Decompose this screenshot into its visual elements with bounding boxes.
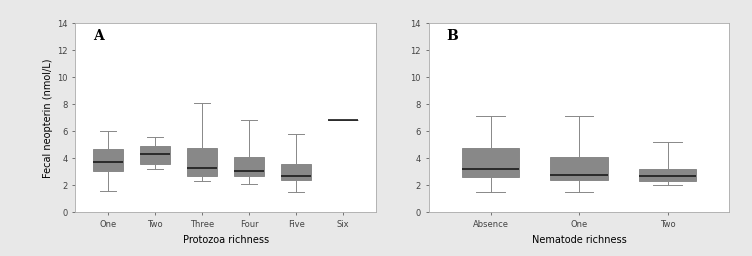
Text: A: A xyxy=(93,29,104,43)
PathPatch shape xyxy=(140,146,171,164)
X-axis label: Nematode richness: Nematode richness xyxy=(532,235,626,245)
Text: B: B xyxy=(447,29,459,43)
PathPatch shape xyxy=(280,164,311,180)
PathPatch shape xyxy=(186,147,217,176)
PathPatch shape xyxy=(550,157,608,180)
PathPatch shape xyxy=(92,149,123,170)
PathPatch shape xyxy=(462,147,520,177)
PathPatch shape xyxy=(638,169,696,181)
PathPatch shape xyxy=(234,157,265,176)
Y-axis label: Fecal neopterin (nmol/L): Fecal neopterin (nmol/L) xyxy=(43,58,53,177)
X-axis label: Protozoa richness: Protozoa richness xyxy=(183,235,268,245)
